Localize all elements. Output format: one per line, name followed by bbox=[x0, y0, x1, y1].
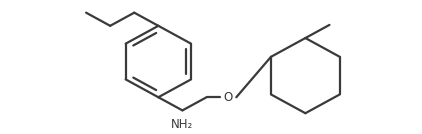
Text: O: O bbox=[224, 91, 233, 104]
Text: NH₂: NH₂ bbox=[171, 118, 194, 131]
